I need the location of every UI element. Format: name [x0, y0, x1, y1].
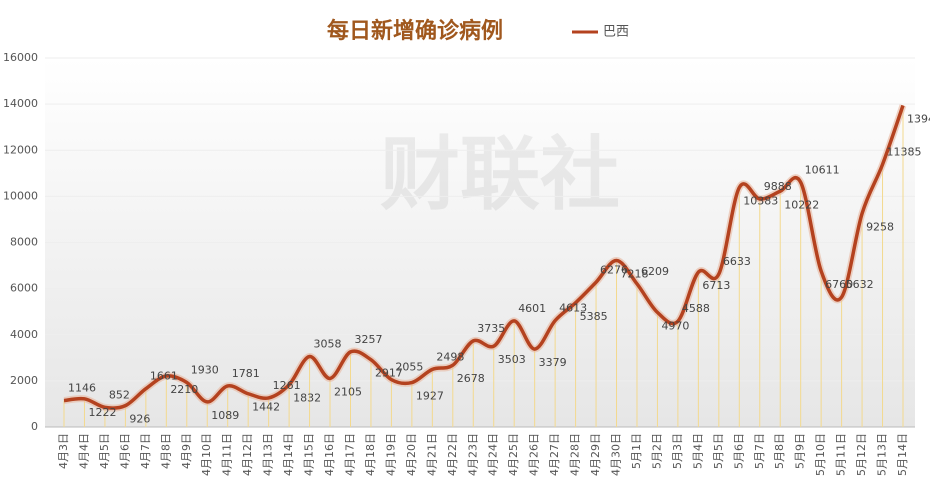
value-label: 1222: [88, 406, 116, 419]
x-tick-label: 4月30日: [610, 433, 623, 476]
x-tick-label: 4月5日: [98, 433, 111, 469]
value-label: 4613: [559, 302, 587, 315]
value-label: 2055: [395, 361, 423, 374]
x-tick-label: 5月5日: [712, 433, 725, 469]
x-tick-label: 4月14日: [282, 433, 295, 476]
x-tick-label: 4月27日: [548, 433, 561, 476]
x-tick-label: 4月21日: [425, 433, 438, 476]
x-tick-label: 5月14日: [896, 433, 909, 476]
y-tick-label: 2000: [10, 374, 38, 387]
value-label: 4970: [661, 319, 689, 332]
value-label: 2105: [334, 385, 362, 398]
x-tick-label: 4月9日: [180, 433, 193, 469]
value-label: 10222: [784, 198, 819, 211]
value-label: 9888: [764, 180, 792, 193]
x-tick-label: 5月3日: [671, 433, 684, 469]
y-tick-label: 10000: [3, 189, 38, 202]
y-tick-label: 0: [31, 420, 38, 433]
value-label: 926: [129, 413, 150, 426]
value-label: 5385: [580, 310, 608, 323]
y-tick-label: 16000: [3, 51, 38, 64]
value-label: 1661: [150, 370, 178, 383]
y-tick-label: 4000: [10, 328, 38, 341]
chart-title: 每日新增确诊病例: [327, 18, 503, 44]
x-tick-label: 4月7日: [139, 433, 152, 469]
x-tick-label: 5月12日: [855, 433, 868, 476]
y-tick-label: 6000: [10, 282, 38, 295]
legend-label: 巴西: [603, 25, 629, 40]
value-label: 2917: [375, 367, 403, 380]
value-label: 4588: [682, 302, 710, 315]
x-tick-label: 4月15日: [303, 433, 316, 476]
value-label: 11385: [887, 145, 922, 158]
value-label: 1089: [211, 409, 239, 422]
x-tick-label: 4月8日: [159, 433, 172, 469]
value-label: 3503: [498, 353, 526, 366]
x-tick-label: 4月4日: [77, 433, 90, 469]
x-tick-label: 5月8日: [773, 433, 786, 469]
x-tick-label: 5月1日: [630, 433, 643, 469]
x-tick-label: 4月17日: [343, 433, 356, 476]
value-label: 3257: [354, 333, 382, 346]
x-tick-label: 4月13日: [262, 433, 275, 476]
x-tick-label: 4月18日: [364, 433, 377, 476]
x-tick-label: 4月19日: [384, 433, 397, 476]
value-label: 852: [109, 388, 130, 401]
value-label: 3058: [314, 337, 342, 350]
value-label: 10383: [743, 195, 778, 208]
x-tick-label: 5月2日: [650, 433, 663, 469]
value-label: 6276: [600, 263, 628, 276]
value-label: 1927: [416, 390, 444, 403]
x-tick-label: 4月25日: [507, 433, 520, 476]
x-tick-label: 4月28日: [569, 433, 582, 476]
x-tick-label: 5月6日: [732, 433, 745, 469]
line: [63, 104, 905, 410]
value-label: 1781: [232, 367, 260, 380]
value-label: 3379: [539, 356, 567, 369]
y-tick-label: 8000: [10, 236, 38, 249]
x-tick-label: 5月7日: [753, 433, 766, 469]
value-label: 2498: [436, 350, 464, 363]
x-tick-label: 5月9日: [794, 433, 807, 469]
x-tick-label: 4月24日: [487, 433, 500, 476]
value-label: 1442: [252, 401, 280, 414]
value-label: 2678: [457, 372, 485, 385]
value-label: 1146: [68, 382, 96, 395]
value-label: 1832: [293, 392, 321, 405]
value-label: 2210: [170, 383, 198, 396]
value-label: 6713: [702, 279, 730, 292]
x-tick-label: 4月20日: [405, 433, 418, 476]
x-tick-label: 4月16日: [323, 433, 336, 476]
x-tick-label: 4月10日: [200, 433, 213, 476]
x-tick-label: 4月22日: [446, 433, 459, 476]
value-label: 1261: [273, 379, 301, 392]
value-label: 6633: [723, 255, 751, 268]
y-tick-label: 14000: [3, 97, 38, 110]
value-label: 4601: [518, 302, 546, 315]
x-tick-label: 4月6日: [118, 433, 131, 469]
x-tick-label: 5月13日: [876, 433, 889, 476]
value-label: 6209: [641, 265, 669, 278]
watermark: 财联社: [380, 128, 620, 221]
x-tick-label: 5月4日: [691, 433, 704, 469]
x-tick-label: 4月26日: [528, 433, 541, 476]
x-tick-label: 5月11日: [835, 433, 848, 476]
value-label: 6760: [825, 278, 853, 291]
value-label: 1930: [191, 363, 219, 376]
x-tick-label: 4月12日: [241, 433, 254, 476]
y-tick-label: 12000: [3, 143, 38, 156]
x-tick-label: 4月29日: [589, 433, 602, 476]
value-label: 5632: [846, 278, 874, 291]
value-label: 13944: [907, 112, 930, 125]
value-label: 10611: [805, 163, 840, 176]
x-tick-label: 5月10日: [814, 433, 827, 476]
x-tick-label: 4月11日: [221, 433, 234, 476]
x-tick-label: 4月23日: [466, 433, 479, 476]
value-label: 7218: [621, 268, 649, 281]
value-label: 9258: [866, 220, 894, 233]
x-tick-label: 4月3日: [57, 433, 70, 469]
value-label: 3735: [477, 322, 505, 335]
